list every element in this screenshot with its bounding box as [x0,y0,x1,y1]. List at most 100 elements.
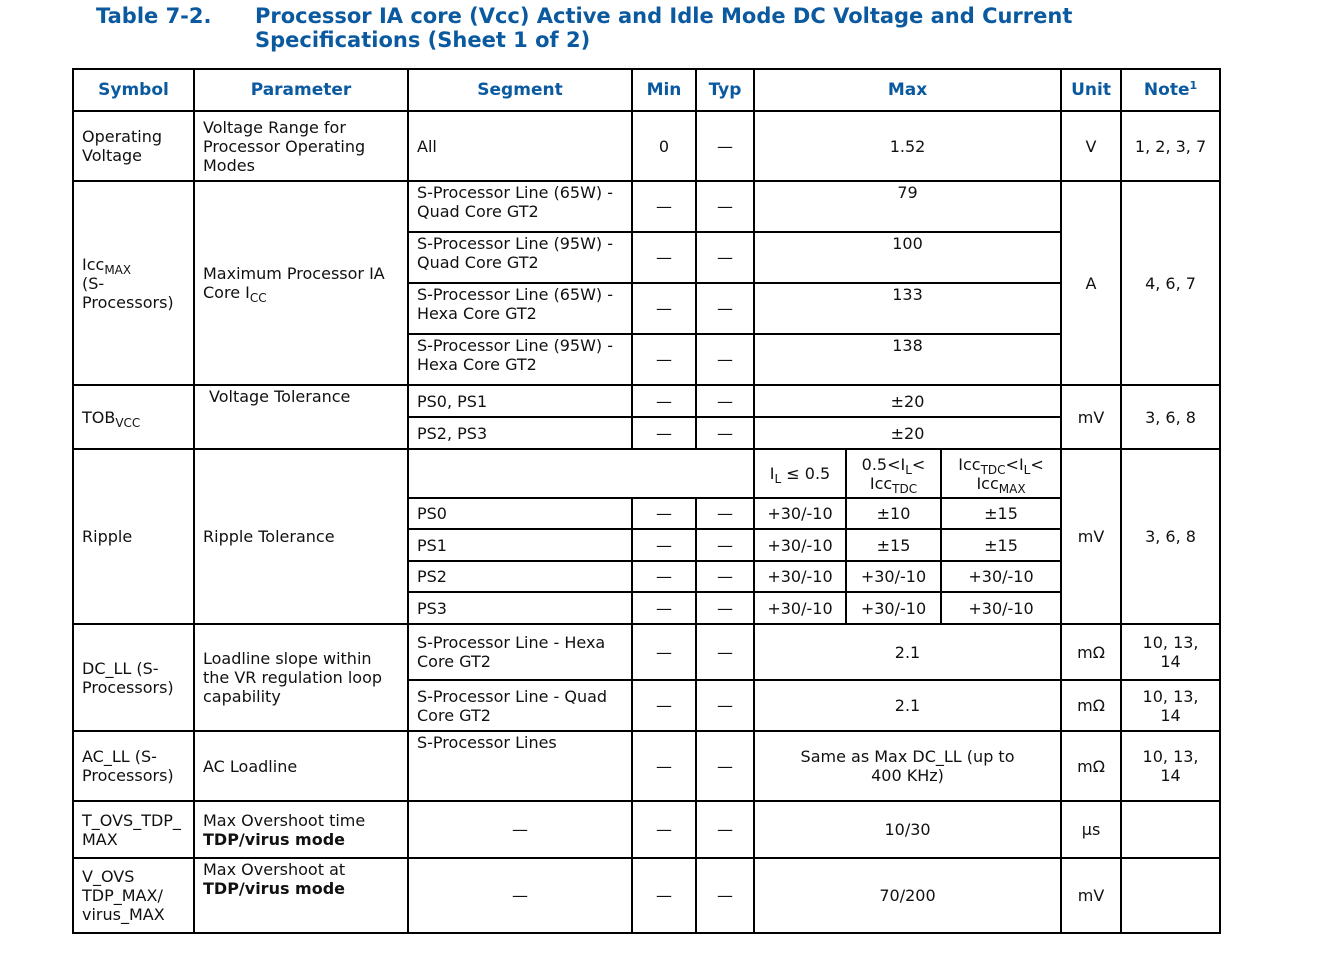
param-text: Max Overshoot time [203,810,366,830]
typ-cell: — [695,497,755,530]
parameter-cell: Loadline slope within the VR regulation … [193,623,409,732]
symbol-sub: MAX [104,262,132,277]
max-cell: 100 [752,231,1063,284]
max-low-cell: +30/-10 [753,528,847,562]
typ-cell: — [695,231,755,284]
sh-sub: L [774,472,782,486]
max-mid-cell: ±15 [845,528,942,562]
sh-text: ≤ 0.5 [781,464,831,483]
parameter-cell: Maximum Processor IA Core ICC [193,180,409,386]
typ-cell: — [695,333,755,386]
param-bold: TDP/virus mode [203,879,346,898]
table-title: Processor IA core (Vcc) Active and Idle … [255,4,1073,52]
typ-cell: — [695,180,755,233]
segment-cell: PS0 [407,497,633,530]
max-high-cell: ±15 [939,528,1063,562]
max-cell: 138 [752,333,1063,386]
min-cell: — [631,231,697,284]
max-cell: ±20 [752,416,1063,450]
max-cell: ±20 [752,384,1063,418]
symbol-cell: Ripple [72,448,195,625]
max-cell: 133 [752,282,1063,335]
typ-cell: — [695,730,755,802]
ripple-subheader-row: Ripple Ripple Tolerance IL ≤ 0.5 0.5<IL<… [72,448,1222,625]
typ-cell: — [695,416,755,450]
spec-table: Symbol Parameter Segment Min Typ Max Uni… [72,68,1222,934]
note-cell [1120,857,1222,934]
sh-sub: TDC [892,481,918,496]
min-cell: — [631,416,697,450]
symbol-cell: DC_LL (S-Processors) [72,623,195,732]
unit-cell: mΩ [1060,730,1123,802]
segment-cell: — [407,800,633,859]
note-cell: 4, 6, 7 [1120,180,1222,386]
min-cell: — [631,857,697,934]
max-low-cell: +30/-10 [753,560,847,593]
segment-cell: S-Processor Line - Quad Core GT2 [407,679,633,732]
segment-cell: PS0, PS1 [407,384,633,418]
table-row: S-Processor Line (95W) - Quad Core GT2 —… [73,231,1220,284]
subheader-mid-current: 0.5<IL< IccTDC [845,448,942,499]
header-note: Note1 [1120,68,1222,112]
max-cell: 70/200 [752,857,1063,934]
note-cell: 3, 6, 8 [1120,448,1222,625]
sh-text: I [769,464,775,483]
param-base: Maximum Processor IA Core I [203,264,385,302]
header-row: Symbol Parameter Segment Min Typ Max Uni… [72,68,1222,112]
unit-cell: mΩ [1060,623,1123,681]
sh-sub: MAX [998,481,1026,496]
sh-sub: L [905,462,912,477]
sh-text: Icc [976,473,999,493]
symbol-cell: TOBVCC [72,384,195,450]
segment-cell: S-Processor Lines [407,730,633,802]
symbol-cell: T_OVS_TDP_MAX [72,800,195,859]
note-cell [1120,800,1222,859]
sh-sub: L [1023,462,1031,477]
symbol-cell: AC_LL (S-Processors) [72,730,195,802]
header-max: Max [752,68,1063,112]
segment-cell: S-Processor Line (95W) - Quad Core GT2 [407,231,633,284]
symbol-base: Icc [82,254,105,274]
min-cell: — [631,679,697,732]
typ-cell: — [695,384,755,418]
segment-cell: S-Processor Line (95W) - Hexa Core GT2 [407,333,633,386]
note-cell: 10, 13, 14 [1120,730,1222,802]
unit-cell: A [1060,180,1123,386]
min-cell: — [631,384,697,418]
sh-text: < [1030,454,1044,474]
min-cell: — [631,591,697,625]
segment-cell: — [407,857,633,934]
sh-text: Icc [958,454,981,474]
sh-text: Icc [869,473,893,493]
table-row: S-Processor Line - Quad Core GT2 — — 2.1… [73,679,1222,732]
param-sub: CC [249,291,267,305]
table-row: DC_LL (S-Processors) Loadline slope with… [72,623,1222,732]
table-row: V_OVS TDP_MAX/ virus_MAX Max Overshoot a… [72,857,1222,934]
subheader-low-current: IL ≤ 0.5 [753,448,847,499]
typ-cell: — [695,679,755,732]
min-cell: — [631,800,697,859]
typ-cell: — [695,528,755,562]
parameter-cell: Voltage Tolerance [193,384,409,450]
sh-text: < [911,454,926,474]
min-cell: — [631,497,697,530]
segment-cell: PS2, PS3 [407,416,633,450]
header-symbol: Symbol [72,68,195,112]
unit-cell: mV [1060,384,1123,450]
max-mid-cell: +30/-10 [845,591,942,625]
typ-cell: — [695,282,755,335]
note-cell: 10, 13, 14 [1120,623,1222,681]
min-cell: — [631,730,697,802]
segment-cell: PS2 [407,560,633,593]
header-parameter: Parameter [193,68,409,112]
note-cell: 10, 13, 14 [1120,679,1222,732]
table-row: T_OVS_TDP_MAX Max Overshoot time TDP/viru… [72,800,1222,859]
unit-cell: V [1060,110,1123,182]
max-high-cell: ±15 [939,497,1063,530]
typ-cell: — [695,110,755,182]
symbol-base: TOB [82,407,116,427]
table-number: Table 7-2. [96,4,212,28]
max-cell: 2.1 [752,623,1063,681]
typ-cell: — [695,623,755,681]
max-cell: Same as Max DC_LL (up to 400 KHz) [752,730,1063,802]
